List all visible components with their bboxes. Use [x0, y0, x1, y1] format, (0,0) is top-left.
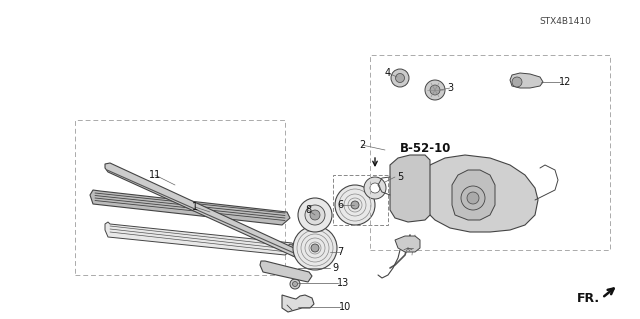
Circle shape — [290, 279, 300, 289]
Bar — [370, 55, 610, 250]
Circle shape — [310, 210, 320, 220]
Circle shape — [335, 185, 375, 225]
Circle shape — [425, 80, 445, 100]
Text: 11: 11 — [149, 170, 161, 180]
Text: STX4B1410: STX4B1410 — [539, 18, 591, 26]
Text: 10: 10 — [339, 302, 351, 312]
Text: 9: 9 — [332, 263, 338, 273]
Circle shape — [298, 198, 332, 232]
Polygon shape — [260, 261, 312, 282]
Text: 1: 1 — [192, 202, 198, 212]
Circle shape — [351, 201, 359, 209]
Text: 7: 7 — [337, 247, 343, 257]
Text: FR.: FR. — [577, 292, 600, 305]
Polygon shape — [395, 236, 420, 252]
Text: 12: 12 — [559, 77, 571, 87]
Circle shape — [311, 244, 319, 252]
Text: 2: 2 — [359, 140, 365, 150]
Circle shape — [396, 73, 404, 83]
Bar — [75, 120, 285, 275]
Bar — [333, 175, 388, 225]
Text: 4: 4 — [385, 68, 391, 78]
Circle shape — [293, 226, 337, 270]
Polygon shape — [510, 73, 543, 88]
Circle shape — [391, 69, 409, 87]
Circle shape — [512, 77, 522, 87]
Circle shape — [461, 186, 485, 210]
Polygon shape — [105, 222, 295, 255]
Polygon shape — [105, 163, 297, 257]
Circle shape — [364, 177, 386, 199]
Circle shape — [467, 192, 479, 204]
Polygon shape — [90, 190, 290, 225]
Circle shape — [430, 85, 440, 95]
Text: 3: 3 — [447, 83, 453, 93]
Text: B-52-10: B-52-10 — [400, 142, 451, 154]
Text: 6: 6 — [337, 200, 343, 210]
Circle shape — [305, 205, 325, 225]
Polygon shape — [422, 155, 538, 232]
Circle shape — [370, 183, 380, 193]
Circle shape — [292, 281, 298, 286]
Polygon shape — [452, 170, 495, 220]
Polygon shape — [282, 295, 314, 312]
Text: 5: 5 — [397, 172, 403, 182]
Text: 8: 8 — [305, 205, 311, 215]
Polygon shape — [285, 244, 298, 256]
Polygon shape — [390, 155, 430, 222]
Text: 13: 13 — [337, 278, 349, 288]
